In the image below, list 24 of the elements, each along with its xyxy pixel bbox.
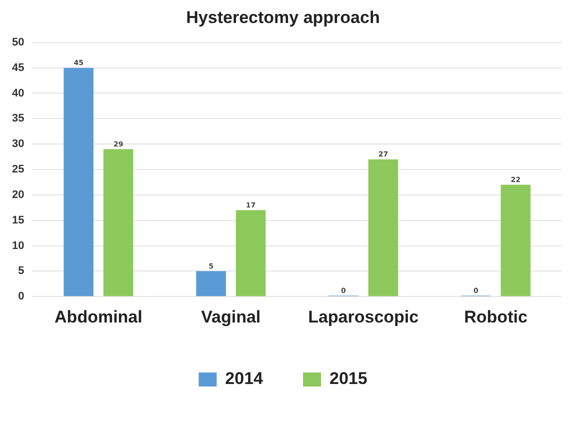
legend-label: 2014	[225, 369, 264, 388]
y-tick-label: 0	[18, 290, 24, 303]
bar	[64, 68, 94, 296]
bar	[500, 184, 531, 296]
y-tick-label: 30	[12, 138, 24, 150]
y-tick-label: 25	[12, 164, 24, 176]
bar	[103, 149, 134, 296]
y-tick-label: 35	[12, 112, 24, 125]
bar	[196, 271, 226, 296]
legend-label: 2015	[330, 369, 368, 388]
y-tick-label: 40	[12, 87, 24, 100]
bar	[236, 210, 266, 296]
y-tick-label: 45	[12, 62, 24, 74]
x-tick-label: Robotic	[464, 307, 528, 326]
y-tick-label: 20	[12, 188, 24, 201]
x-tick-label: Vaginal	[201, 307, 261, 326]
chart-title: Hysterectomy approach	[186, 8, 380, 27]
y-tick-label: 15	[12, 214, 24, 226]
bar	[368, 159, 398, 296]
y-tick-label: 10	[12, 240, 24, 252]
y-tick-label: 5	[18, 265, 24, 278]
y-tick-label: 50	[12, 36, 24, 48]
x-tick-label: Abdominal	[54, 307, 142, 326]
x-tick-label: Laparoscopic	[308, 307, 419, 326]
